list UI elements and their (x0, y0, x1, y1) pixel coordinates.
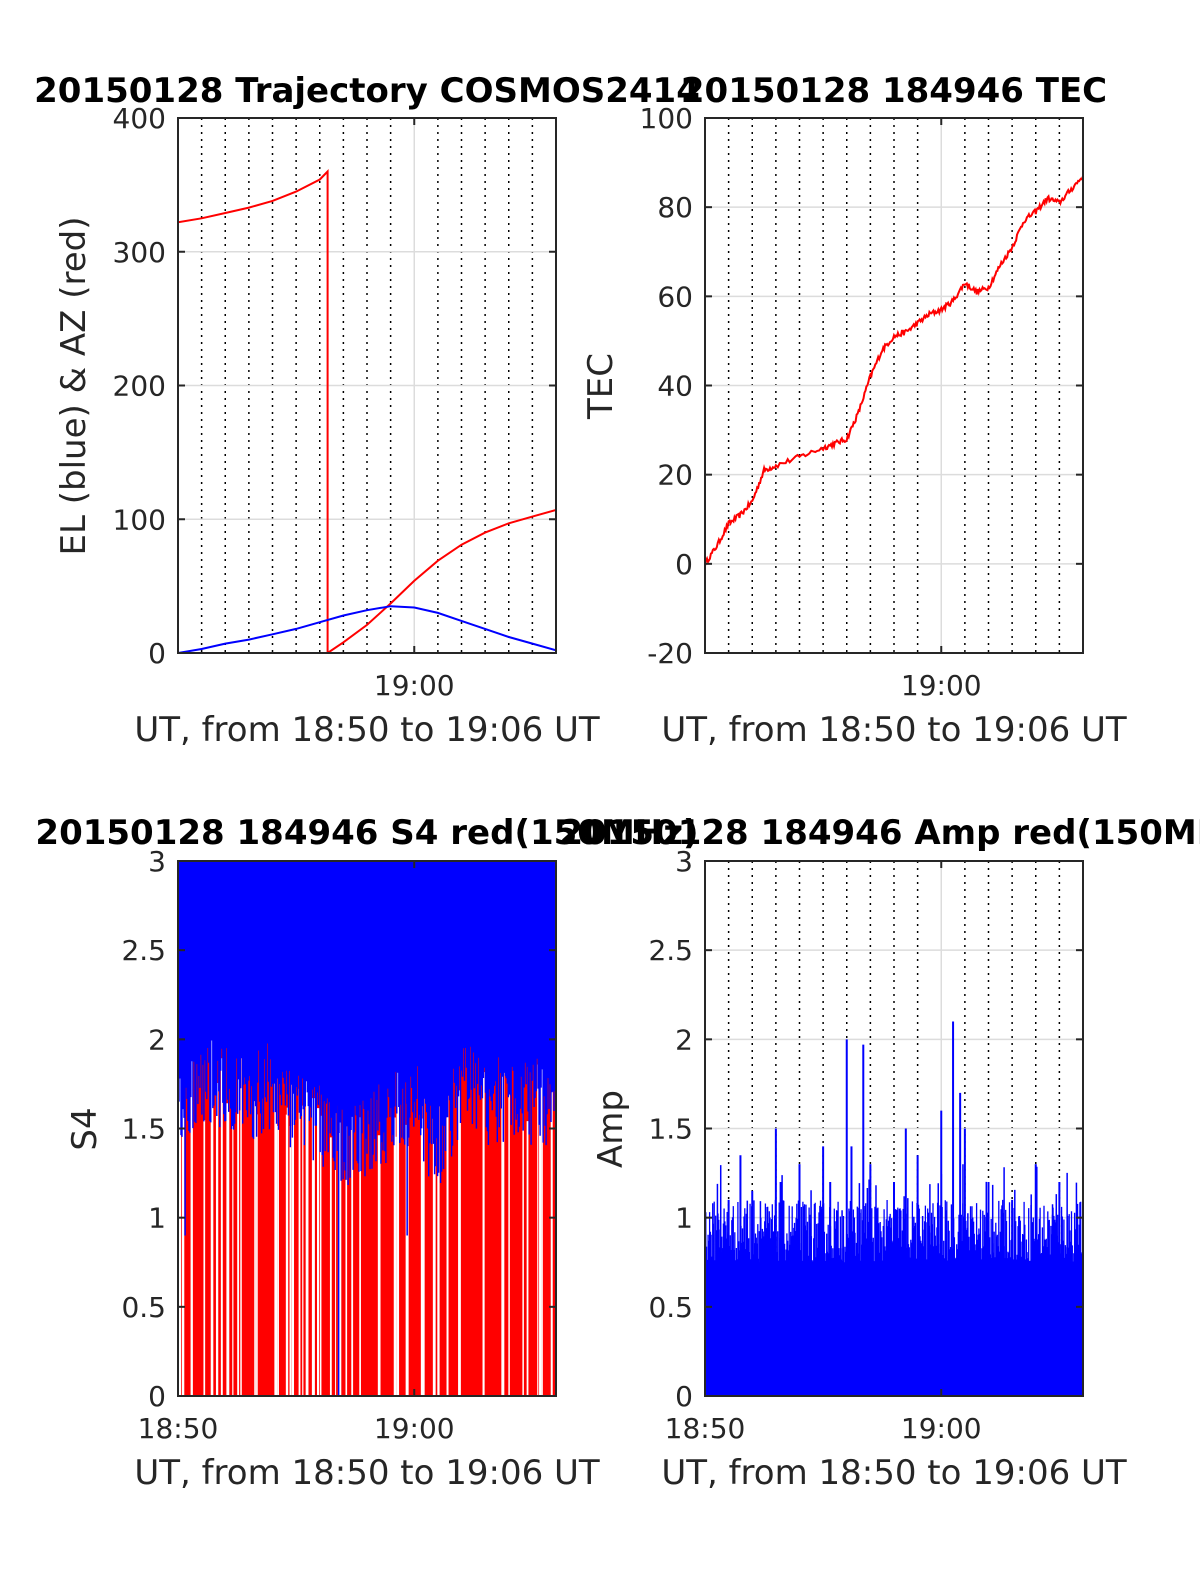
y-tick-label: 20 (657, 459, 693, 492)
series-line-1 (178, 605, 556, 653)
plot-area (705, 175, 1083, 567)
plot-area (178, 861, 556, 1396)
y-axis-label: TEC (581, 353, 621, 420)
chart-title: 20150128 184946 S4 red(150MHz) (35, 813, 698, 853)
y-tick-label: 0.5 (121, 1291, 166, 1324)
x-tick-label: 19:00 (374, 1412, 455, 1445)
x-tick-label: 18:50 (138, 1412, 219, 1445)
y-axis-label: Amp (591, 1090, 631, 1168)
y-ticks: -20 0 20 40 60 80 100 (640, 102, 1083, 670)
y-tick-label: 2.5 (121, 934, 166, 967)
x-ticks: 18:50 19:00 (138, 861, 455, 1445)
x-ticks: 19:00 (901, 118, 982, 702)
y-tick-label: 2.5 (648, 934, 693, 967)
x-tick-label: 19:00 (901, 669, 982, 702)
series-line-0 (705, 175, 1083, 567)
y-tick-label: 80 (657, 191, 693, 224)
x-axis-label: UT, from 18:50 to 19:06 UT (134, 710, 600, 750)
y-tick-label: 0 (675, 548, 693, 581)
x-axis-label: UT, from 18:50 to 19:06 UT (134, 1453, 600, 1493)
panel-s4: 0 0.5 1 1.5 2 2.5 3 18:50 19:00 20150128 184946… (35, 813, 698, 1493)
y-tick-label: 300 (113, 236, 166, 269)
y-tick-label: 2 (675, 1023, 693, 1056)
x-axis-label: UT, from 18:50 to 19:06 UT (661, 710, 1127, 750)
y-tick-label: 1.5 (648, 1113, 693, 1146)
x-axis-label: UT, from 18:50 to 19:06 UT (661, 1453, 1127, 1493)
chart-title: 20150128 184946 TEC (681, 71, 1107, 111)
y-tick-label: 0 (675, 1380, 693, 1413)
grid (705, 118, 1083, 653)
y-tick-label: 0.5 (648, 1291, 693, 1324)
y-tick-label: 40 (657, 370, 693, 403)
x-tick-label: 19:00 (374, 669, 455, 702)
chart-title: 20150128 Trajectory COSMOS2414 (34, 71, 700, 111)
y-tick-label: 0 (148, 637, 166, 670)
x-ticks: 19:00 (374, 118, 455, 702)
y-tick-label: 3 (675, 845, 693, 878)
y-ticks: 0 100 200 300 400 (113, 102, 556, 670)
y-tick-label: 1.5 (121, 1113, 166, 1146)
x-tick-label: 18:50 (665, 1412, 746, 1445)
panel-amp: 0 0.5 1 1.5 2 2.5 3 18:50 19:00 20150128 184946… (559, 813, 1200, 1493)
plot-area (705, 1021, 1083, 1396)
y-ticks: 0 0.5 1 1.5 2 2.5 3 (121, 845, 556, 1413)
y-tick-label: 100 (640, 102, 693, 135)
y-tick-label: 1 (148, 1202, 166, 1235)
series-line-0 (178, 169, 556, 653)
plot-area (178, 169, 556, 653)
y-axis-label: EL (blue) & AZ (red) (54, 216, 94, 555)
chart-title: 20150128 184946 Amp red(150MHz) (559, 813, 1200, 853)
grid (178, 118, 556, 653)
y-axis-label: S4 (65, 1107, 105, 1150)
y-ticks: 0 0.5 1 1.5 2 2.5 3 (648, 845, 1083, 1413)
y-tick-label: 100 (113, 503, 166, 536)
y-tick-label: 60 (657, 280, 693, 313)
y-tick-label: 0 (148, 1380, 166, 1413)
y-tick-label: 200 (113, 370, 166, 403)
y-tick-label: 3 (148, 845, 166, 878)
x-ticks: 18:50 19:00 (665, 861, 982, 1445)
y-tick-label: 2 (148, 1023, 166, 1056)
y-tick-label: 400 (113, 102, 166, 135)
panel-tec: -20 0 20 40 60 80 100 19:00 20150128 184946 TE… (581, 71, 1127, 750)
blue-bars (178, 861, 556, 1185)
y-tick-label: -20 (647, 637, 693, 670)
y-tick-label: 1 (675, 1202, 693, 1235)
x-tick-label: 19:00 (901, 1412, 982, 1445)
